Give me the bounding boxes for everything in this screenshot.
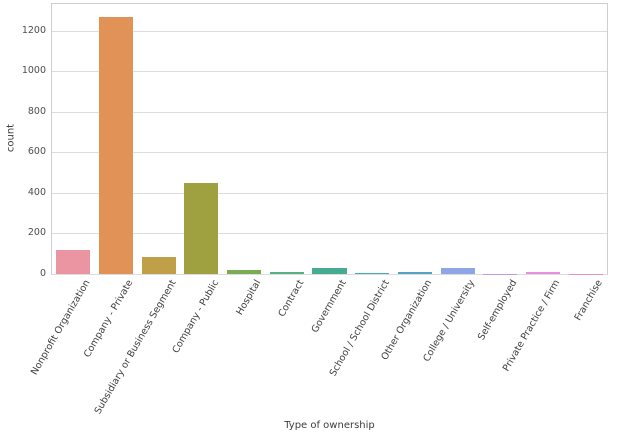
- x-axis-label: Type of ownership: [284, 420, 375, 431]
- y-tick-label-800: 800: [27, 105, 46, 117]
- x-tick-label-franchise: Franchise: [573, 278, 606, 323]
- y-tick-label-1200: 1200: [21, 24, 46, 36]
- x-tick-label-government: Government: [309, 278, 350, 335]
- x-tick-label-hospital: Hospital: [234, 278, 264, 318]
- y-tick-label-0: 0: [39, 268, 46, 279]
- gridline-y-0: [52, 274, 607, 275]
- bar-government: [312, 267, 347, 274]
- x-tick-label-self-employed: Self-employed: [476, 278, 520, 343]
- gridline-y-1200: [52, 30, 607, 32]
- gridline-y-200: [52, 233, 607, 235]
- y-tick-label-1000: 1000: [21, 65, 46, 77]
- bar-college-university: [440, 267, 475, 274]
- bar-other-organization: [397, 271, 432, 274]
- bar-private-practice-firm: [525, 272, 561, 274]
- bar-contract: [269, 272, 304, 274]
- y-tick-label-200: 200: [27, 227, 46, 239]
- y-tick-label-400: 400: [27, 186, 46, 198]
- gridline-y-400: [52, 192, 607, 194]
- bar-company-public: [184, 182, 219, 274]
- gridline-y-600: [52, 152, 607, 154]
- x-tick-label-subsidiary-or-business-segment: Subsidiary or Business Segment: [92, 278, 179, 417]
- bar-nonprofit-organization: [56, 249, 91, 274]
- plot-area: [51, 3, 608, 275]
- bar-hospital: [227, 270, 262, 274]
- y-tick-label-600: 600: [27, 146, 46, 158]
- x-tick-label-nonprofit-organization: Nonprofit Organization: [29, 278, 93, 377]
- gridline-y-800: [52, 111, 607, 113]
- bar-subsidiary-or-business-segment: [141, 256, 176, 274]
- gridline-y-1000: [52, 71, 607, 73]
- x-tick-label-company-public: Company - Public: [170, 278, 221, 356]
- bar-school-school-district: [355, 272, 390, 274]
- x-tick-label-contract: Contract: [276, 278, 307, 319]
- bar-company-private: [98, 16, 134, 274]
